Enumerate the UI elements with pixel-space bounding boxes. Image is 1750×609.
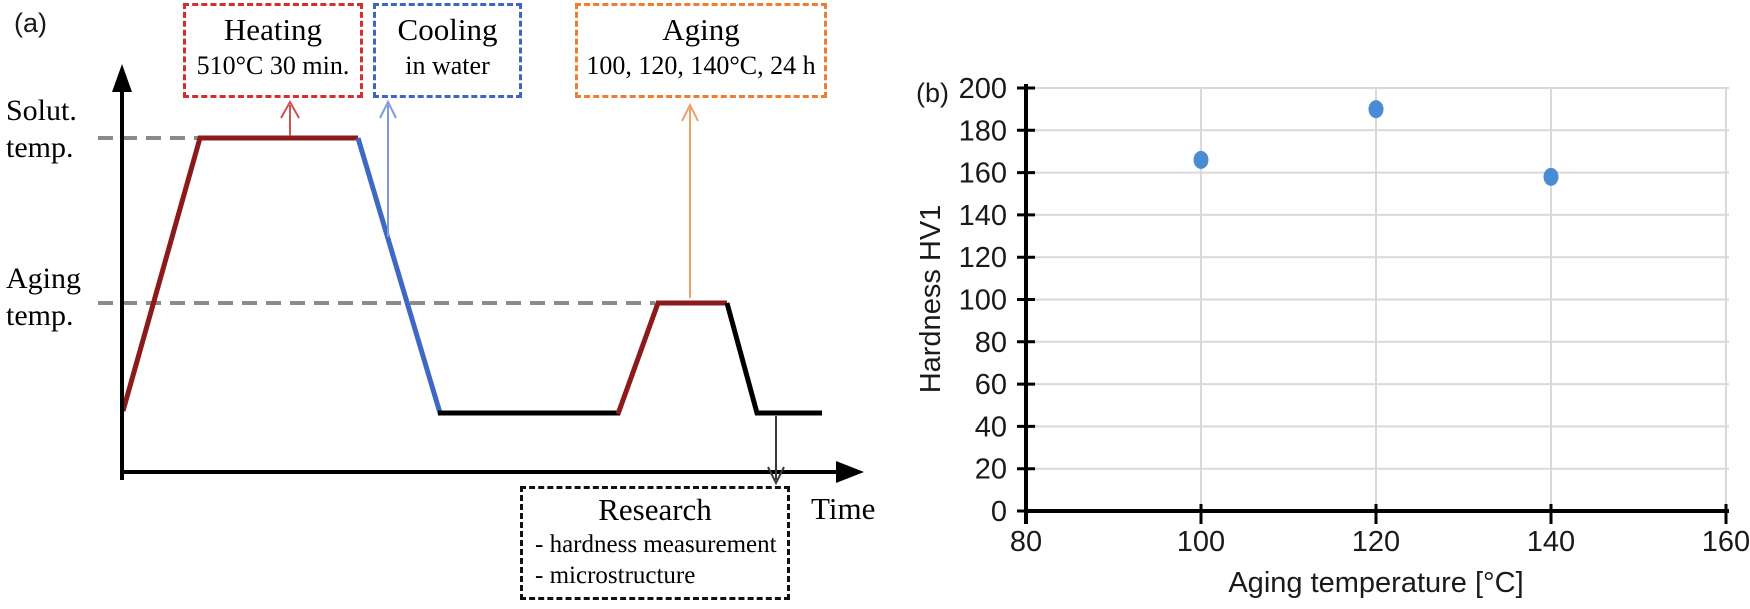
research-item-microstructure: - microstructure — [535, 562, 696, 589]
research-arrowhead-icon — [767, 466, 785, 486]
hardness-chart-panel: 0 20 40 60 80 100 120 140 160 180 200 80 100 120 140 16… — [900, 0, 1750, 609]
time-axis-arrowhead-icon — [836, 461, 864, 483]
final-cooling-segment — [724, 302, 822, 416]
heating-arrowhead-icon — [280, 99, 300, 119]
panel-b-label: (b) — [916, 78, 949, 108]
aging-temp-line1: Aging — [6, 262, 81, 295]
aging-annotation-box: Aging 100, 120, 140°C, 24 h — [575, 3, 827, 98]
solution-temp-line2: temp. — [6, 131, 74, 164]
aging-temp-line2: temp. — [6, 299, 74, 332]
panel-a-label: (a) — [14, 8, 47, 38]
cooling-subtitle: in water — [405, 51, 490, 80]
heating-subtitle: 510°C 30 min. — [196, 51, 350, 80]
x-tick-label: 80 — [1010, 526, 1042, 558]
solution-temp-axis-label: Solut. temp. — [6, 92, 77, 166]
aging-segment — [615, 300, 727, 415]
y-tick-label: 20 — [975, 454, 1007, 486]
y-tick-label: 200 — [959, 73, 1007, 105]
aging-arrowhead-icon — [681, 102, 699, 122]
y-tick-label: 120 — [959, 242, 1007, 274]
cooling-title: Cooling — [397, 12, 498, 47]
cooling-segment — [355, 137, 443, 414]
time-axis-label: Time — [811, 491, 876, 526]
solution-temp-line1: Solut. — [6, 94, 77, 127]
y-tick-label: 40 — [975, 411, 1007, 443]
x-tick-label: 100 — [1177, 526, 1225, 558]
cooling-arrowhead-icon — [379, 99, 397, 119]
heat-treatment-diagram — [98, 64, 864, 486]
x-axis-title: Aging temperature [°C] — [1228, 567, 1523, 599]
x-tick-label: 120 — [1352, 526, 1400, 558]
y-tick-label: 180 — [959, 115, 1007, 147]
hardness-scatter-chart: 0 20 40 60 80 100 120 140 160 180 200 80 100 120 140 16… — [915, 73, 1750, 599]
research-item-hardness: - hardness measurement — [535, 531, 777, 558]
y-tick-label: 0 — [991, 496, 1007, 528]
research-title: Research — [598, 492, 712, 527]
research-annotation-box: Research - hardness measurement - micros… — [520, 486, 790, 600]
data-point — [1193, 150, 1209, 169]
cooling-annotation-box: Cooling in water — [373, 3, 522, 98]
y-tick-label: 160 — [959, 158, 1007, 190]
y-tick-label: 60 — [975, 369, 1007, 401]
aging-subtitle: 100, 120, 140°C, 24 h — [586, 51, 816, 80]
aging-temp-axis-label: Aging temp. — [6, 260, 81, 334]
heating-title: Heating — [223, 12, 323, 47]
data-point — [1368, 100, 1384, 119]
aging-title: Aging — [662, 12, 740, 47]
x-tick-label: 160 — [1702, 526, 1750, 558]
y-tick-label: 80 — [975, 327, 1007, 359]
y-tick-label: 140 — [959, 200, 1007, 232]
y-axis-title: Hardness HV1 — [915, 205, 947, 394]
data-point — [1543, 167, 1559, 186]
y-tick-label: 100 — [959, 285, 1007, 317]
heating-segment — [120, 135, 358, 412]
temperature-axis-arrowhead-icon — [112, 64, 132, 92]
heating-annotation-box: Heating 510°C 30 min. — [183, 3, 363, 98]
x-tick-label: 140 — [1527, 526, 1575, 558]
